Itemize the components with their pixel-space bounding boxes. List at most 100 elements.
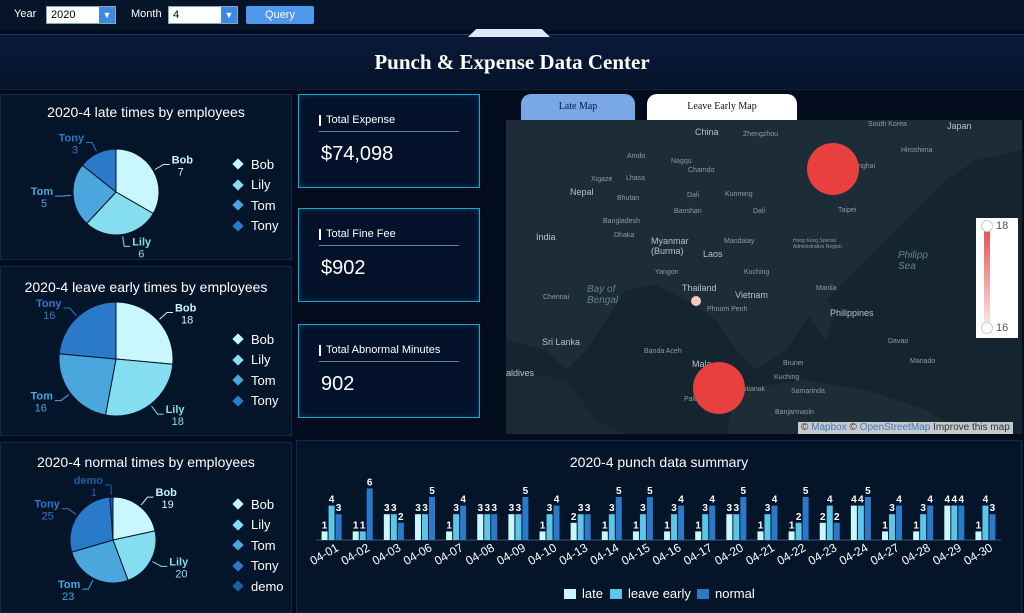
bar-normal[interactable] (428, 497, 435, 540)
bar-late[interactable] (913, 531, 920, 540)
bar-leave-early[interactable] (857, 505, 864, 540)
bar-leave-early[interactable] (951, 505, 958, 540)
bar-late[interactable] (757, 531, 764, 540)
bar-normal[interactable] (709, 505, 716, 540)
bar-normal[interactable] (646, 497, 653, 540)
legend-item-tom[interactable]: Tom (231, 535, 284, 556)
pie-slice-tom[interactable] (72, 164, 117, 225)
bar-normal[interactable] (366, 488, 373, 540)
bar-normal[interactable] (896, 505, 903, 540)
bar-late[interactable] (414, 514, 421, 540)
legend-item-demo[interactable]: demo (231, 576, 284, 597)
bar-late[interactable] (726, 514, 733, 540)
bar-late[interactable] (601, 531, 608, 540)
bar-late[interactable] (383, 514, 390, 540)
bar-leave-early[interactable] (702, 514, 709, 540)
bar-leave-early[interactable] (826, 505, 833, 540)
tab-leave-early-map[interactable]: Leave Early Map (647, 94, 797, 120)
legend-item-late[interactable]: late (564, 586, 603, 601)
legend-item-tom[interactable]: Tom (231, 370, 278, 391)
mapbox-link[interactable]: Mapbox (811, 422, 847, 433)
bar-leave-early[interactable] (608, 514, 615, 540)
bar-late[interactable] (632, 531, 639, 540)
bar-leave-early[interactable] (889, 514, 896, 540)
bar-leave-early[interactable] (639, 514, 646, 540)
map-marker-thailand[interactable] (691, 296, 701, 306)
map-marker-singapore[interactable] (693, 362, 745, 414)
bar-leave-early[interactable] (484, 514, 491, 540)
legend-item-tom[interactable]: Tom (231, 195, 278, 216)
scale-min-handle[interactable] (981, 322, 993, 334)
map-marker-shanghai[interactable] (807, 143, 859, 195)
bar-late[interactable] (975, 531, 982, 540)
bar-normal[interactable] (460, 505, 467, 540)
bar-late[interactable] (352, 531, 359, 540)
bar-late[interactable] (508, 514, 515, 540)
map-value-scale[interactable]: 18 16 (976, 218, 1018, 338)
bar-normal[interactable] (771, 505, 778, 540)
bar-late[interactable] (477, 514, 484, 540)
query-button[interactable]: Query (246, 6, 314, 24)
bar-leave-early[interactable] (515, 514, 522, 540)
bar-leave-early[interactable] (671, 514, 678, 540)
bar-late[interactable] (850, 505, 857, 540)
bar-leave-early[interactable] (453, 514, 460, 540)
bar-late[interactable] (664, 531, 671, 540)
bar-leave-early[interactable] (795, 522, 802, 540)
bar-leave-early[interactable] (359, 531, 366, 540)
pie-slice-demo[interactable] (109, 496, 114, 541)
legend-item-bob[interactable]: Bob (231, 494, 284, 515)
bar-normal[interactable] (989, 514, 996, 540)
openstreetmap-link[interactable]: OpenStreetMap (859, 422, 931, 433)
map-view[interactable]: China Zhengzhou South Korea Japan Hirosh… (506, 120, 1022, 434)
legend-item-tony[interactable]: Tony (231, 391, 278, 412)
bar-late[interactable] (944, 505, 951, 540)
pie-slice-tony[interactable] (69, 496, 114, 553)
bar-normal[interactable] (522, 497, 529, 540)
month-select[interactable]: 4 ▼ (168, 6, 238, 24)
legend-item-tony[interactable]: Tony (231, 216, 278, 237)
pie-slice-tom[interactable] (58, 353, 117, 416)
bar-leave-early[interactable] (328, 505, 335, 540)
pie-slice-tony[interactable] (81, 148, 117, 194)
bar-leave-early[interactable] (421, 514, 428, 540)
pie-slice-tom[interactable] (71, 539, 129, 584)
tab-late-map[interactable]: Late Map (521, 94, 635, 120)
pie-slice-lily[interactable] (86, 191, 154, 236)
legend-item-bob[interactable]: Bob (231, 329, 278, 350)
legend-item-lily[interactable]: Lily (231, 350, 278, 371)
legend-item-tony[interactable]: Tony (231, 556, 284, 577)
bar-late[interactable] (321, 531, 328, 540)
bar-normal[interactable] (335, 514, 342, 540)
improve-map-link[interactable]: Improve this map (933, 422, 1010, 433)
bar-normal[interactable] (491, 514, 498, 540)
bar-normal[interactable] (553, 505, 560, 540)
bar-normal[interactable] (740, 497, 747, 540)
year-select[interactable]: 2020 ▼ (46, 6, 116, 24)
bar-late[interactable] (539, 531, 546, 540)
bar-late[interactable] (788, 531, 795, 540)
bar-leave-early[interactable] (546, 514, 553, 540)
bar-late[interactable] (819, 522, 826, 540)
legend-item-lily[interactable]: Lily (231, 515, 284, 536)
bar-normal[interactable] (678, 505, 685, 540)
pie-slice-lily[interactable] (104, 358, 174, 417)
bar-leave-early[interactable] (733, 514, 740, 540)
bar-normal[interactable] (958, 505, 965, 540)
bar-normal[interactable] (615, 497, 622, 540)
bar-normal[interactable] (584, 514, 591, 540)
bar-leave-early[interactable] (764, 514, 771, 540)
bar-normal[interactable] (864, 497, 871, 540)
bar-leave-early[interactable] (390, 514, 397, 540)
bar-late[interactable] (882, 531, 889, 540)
bar-leave-early[interactable] (982, 505, 989, 540)
bar-late[interactable] (695, 531, 702, 540)
bar-late[interactable] (570, 522, 577, 540)
legend-item-normal[interactable]: normal (697, 586, 755, 601)
bar-normal[interactable] (927, 505, 934, 540)
bar-leave-early[interactable] (577, 514, 584, 540)
bar-leave-early[interactable] (920, 514, 927, 540)
pie-slice-tony[interactable] (58, 301, 117, 360)
pie-slice-bob[interactable] (112, 496, 156, 541)
bar-normal[interactable] (802, 497, 809, 540)
